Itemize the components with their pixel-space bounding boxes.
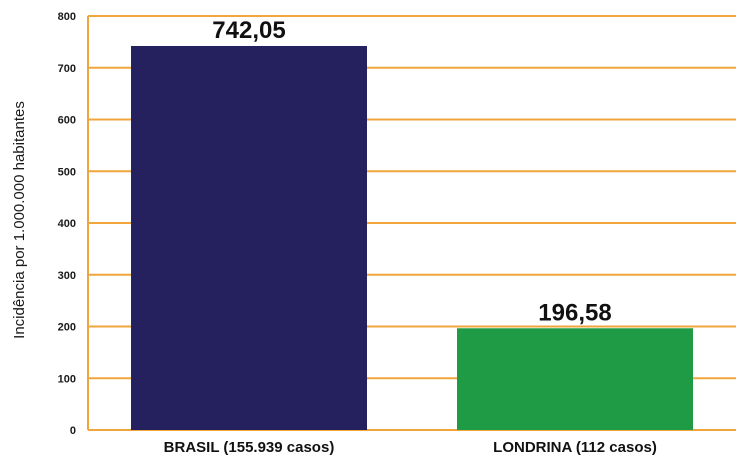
y-tick-label: 100 [58, 373, 76, 385]
x-category-label: LONDRINA (112 casos) [493, 439, 657, 456]
y-tick-label: 0 [70, 425, 76, 437]
bar [131, 45, 367, 430]
y-tick-labels: 0 100 200 300 400 500 600 700 800 [58, 11, 76, 437]
x-category-labels: BRASIL (155.939 casos) LONDRINA (112 caso… [164, 439, 657, 456]
y-tick-label: 700 [58, 63, 76, 75]
y-axis-label: Incidência por 1.000.000 habitantes [11, 101, 28, 339]
data-label: 742,05 [212, 17, 285, 44]
y-tick-label: 500 [58, 166, 76, 178]
y-tick-label: 300 [58, 270, 76, 282]
bar-layer [131, 45, 693, 430]
y-tick-label: 200 [58, 322, 76, 334]
y-tick-label: 800 [58, 11, 76, 23]
data-label: 196,58 [538, 299, 611, 326]
y-tick-label: 400 [58, 218, 76, 230]
x-category-label: BRASIL (155.939 casos) [164, 439, 335, 456]
bar [457, 328, 693, 430]
data-labels: 742,05 196,58 [212, 17, 611, 326]
y-tick-label: 600 [58, 115, 76, 127]
